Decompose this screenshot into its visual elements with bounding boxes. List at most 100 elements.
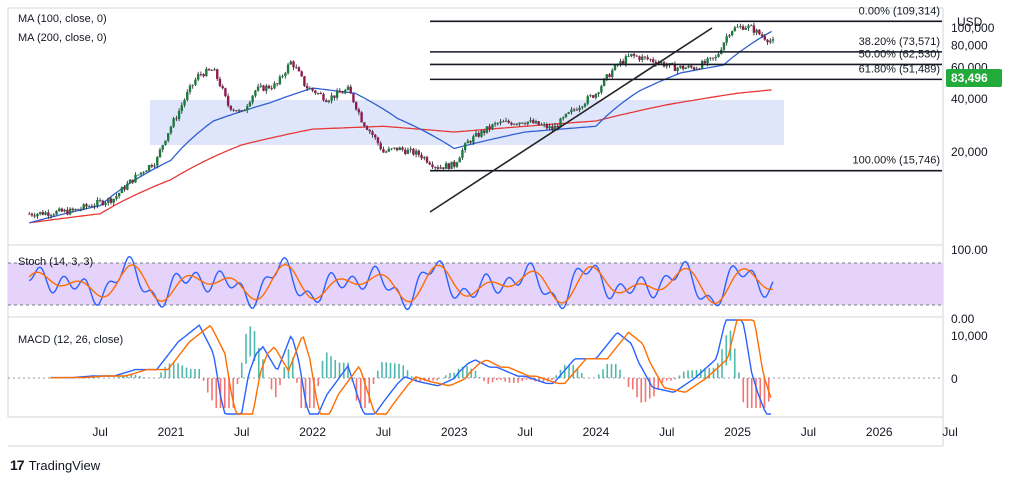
time-axis-ticks: Jul 2021 Jul 2022 Jul 2023 Jul 2024 Jul 2025 Jul 20…	[92, 425, 957, 439]
candle-down	[447, 163, 451, 169]
candle-down	[532, 120, 535, 124]
candle-up	[117, 193, 121, 197]
candle-up	[466, 141, 470, 144]
macd-hist-bar	[189, 369, 192, 378]
macd-hist-bar	[96, 377, 99, 378]
macd-hist-bar	[245, 333, 247, 364]
macd-hist-bar	[682, 371, 685, 378]
candle-up	[736, 26, 739, 28]
time-tick-label: Jul	[517, 425, 532, 439]
candle-up	[687, 65, 690, 68]
candle-up	[706, 58, 709, 64]
macd-hist-bar	[172, 363, 175, 378]
candle-up	[728, 35, 731, 37]
macd-hist-bar	[223, 378, 226, 408]
candle-down	[232, 109, 235, 111]
candle-up	[248, 102, 252, 107]
candle-up	[518, 122, 521, 125]
macd-hist-bar	[376, 370, 379, 378]
macd-line	[50, 319, 771, 415]
candle-up	[611, 70, 614, 78]
candle-down	[354, 102, 358, 110]
candle-up	[733, 27, 737, 32]
candle-down	[210, 70, 213, 72]
candle-down	[537, 121, 540, 125]
macd-hist-bar	[368, 378, 371, 404]
macd-hist-bar	[512, 378, 515, 383]
candle-down	[510, 122, 513, 125]
candle-down	[477, 133, 480, 137]
macd-hist-bar	[750, 378, 753, 408]
macd-hist-bar	[525, 378, 528, 380]
candle-up	[107, 198, 110, 203]
candle-up	[393, 147, 396, 149]
macd-hist-bar	[716, 363, 719, 378]
macd-hist-bar	[738, 372, 740, 378]
macd-hist-bar	[334, 360, 337, 378]
time-tick-label: 2025	[724, 425, 751, 439]
candle-down	[654, 61, 658, 65]
macd-hist-bar	[355, 378, 358, 401]
candle-up	[512, 123, 516, 125]
candle-down	[417, 150, 421, 155]
macd-hist-bar	[708, 367, 711, 378]
candle-down	[175, 118, 178, 120]
candle-up	[79, 208, 83, 210]
candle-up	[44, 212, 47, 215]
candle-up	[335, 90, 339, 98]
macd-hist-bar	[304, 378, 307, 408]
candle-up	[496, 123, 500, 124]
candle-down	[752, 25, 756, 33]
price-tick-label: 80,000	[951, 38, 988, 52]
macd-hist-bar	[381, 362, 383, 378]
candle-down	[216, 69, 219, 79]
candle-down	[360, 112, 363, 123]
moving-average-lines	[29, 30, 772, 224]
macd-hist-bar	[321, 360, 324, 378]
candle-up	[695, 68, 698, 70]
candle-up	[164, 140, 167, 146]
macd-hist-bar	[240, 362, 243, 378]
macd-hist-bar	[359, 378, 362, 408]
candle-down	[311, 87, 314, 91]
candle-up	[474, 133, 478, 137]
candle-down	[572, 109, 576, 111]
candle-up	[534, 121, 538, 124]
candle-up	[491, 124, 494, 129]
macd-hist-bar	[487, 378, 490, 384]
candle-up	[186, 92, 189, 100]
macd-hist-bar	[279, 378, 281, 386]
candle-up	[196, 74, 200, 80]
candle-up	[188, 85, 192, 93]
candle-down	[404, 149, 407, 154]
macd-tick-0: 0	[951, 372, 958, 386]
tradingview-brand: 17 TradingView	[10, 457, 100, 473]
candle-down	[109, 198, 113, 203]
stoch-band	[8, 263, 943, 305]
candle-up	[166, 133, 170, 141]
time-tick-label: 2023	[441, 425, 468, 439]
candle-down	[270, 88, 273, 90]
candle-up	[583, 103, 587, 107]
candle-down	[442, 167, 445, 169]
candle-down	[690, 65, 693, 68]
macd-hist-bar	[759, 378, 762, 408]
candle-up	[630, 53, 633, 57]
macd-hist-bar	[185, 367, 188, 378]
time-tick-label: Jul	[942, 425, 957, 439]
candle-down	[71, 208, 75, 211]
candle-up	[570, 109, 573, 113]
macd-hist-bar	[389, 362, 392, 378]
candle-up	[161, 145, 164, 150]
macd-hist-bar	[725, 335, 728, 366]
candle-up	[120, 187, 124, 194]
candle-down	[523, 123, 527, 125]
candle-up	[96, 199, 99, 206]
candle-down	[433, 167, 437, 168]
candle-up	[278, 76, 282, 85]
macd-hist-bar	[296, 378, 298, 383]
macd-hist-bar	[538, 378, 541, 382]
candle-up	[542, 124, 546, 126]
